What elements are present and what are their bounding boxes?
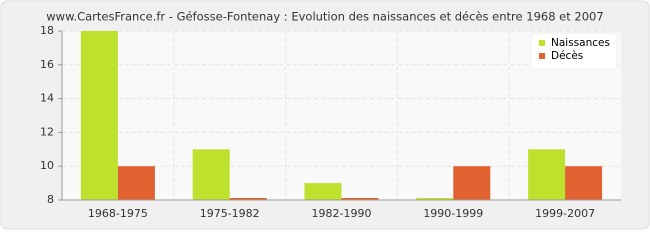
bar [528,149,566,200]
y-tick-label: 8 [47,193,54,206]
x-tick-label: 1990-1999 [423,207,483,220]
x-tick-label: 1982-1990 [312,207,372,220]
y-tick-label: 16 [40,58,54,71]
bar [341,198,379,200]
x-tick-label: 1999-2007 [535,207,595,220]
bar [80,31,118,200]
bar [416,198,454,200]
legend-box [530,32,618,70]
legend-swatch [539,53,545,59]
legend-swatch [539,40,545,46]
bar [304,183,342,200]
bar [565,166,603,200]
legend-label: Naissances [551,37,610,49]
page: {"chart_data": {"type": "bar", "title": … [0,0,650,230]
chart-title: www.CartesFrance.fr - Géfosse-Fontenay :… [46,10,603,24]
x-tick-label: 1968-1975 [88,207,148,220]
y-tick-label: 18 [40,24,54,37]
bar [192,149,230,200]
plot-area [62,31,621,200]
y-tick-label: 14 [40,92,54,105]
y-tick-label: 10 [40,159,54,172]
bar [117,166,155,200]
y-tick-label: 12 [40,125,54,138]
x-tick-label: 1975-1982 [200,207,260,220]
bar [453,166,491,200]
legend-label: Décès [551,50,583,62]
chart: www.CartesFrance.fr - Géfosse-Fontenay :… [0,0,650,230]
bar [229,198,267,200]
